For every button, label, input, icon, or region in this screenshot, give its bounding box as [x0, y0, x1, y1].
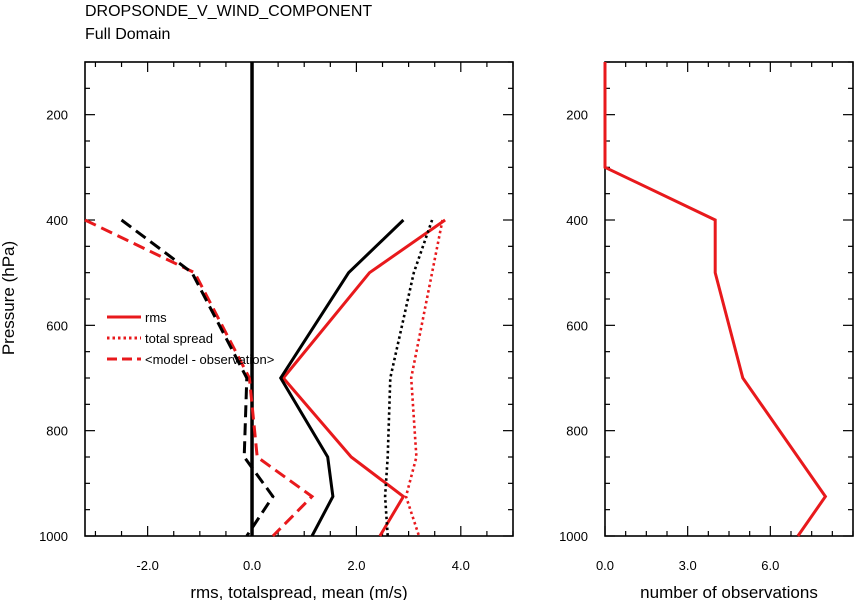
- legend-label: <model - observation>: [145, 352, 274, 367]
- y-tick-label: 200: [46, 108, 68, 123]
- series-line-red-solid: [281, 218, 446, 537]
- y-tick-label: 400: [46, 213, 68, 228]
- y-tick-label: 200: [566, 108, 588, 123]
- chart-subtitle: Full Domain: [85, 26, 170, 43]
- profile-panel: -2.0 0.0 2.0 4.0 200 400 600 800 1000 rms, totals…: [39, 61, 514, 600]
- y-tick-label: 600: [46, 318, 68, 333]
- chart-title: DROPSONDE_V_WIND_COMPONENT: [85, 3, 372, 20]
- y-tick-label: 600: [566, 318, 588, 333]
- plot-frame: [84, 61, 514, 537]
- x-tick-label: 0.0: [243, 558, 261, 573]
- x-axis-label: rms, totalspread, mean (m/s): [190, 583, 407, 600]
- y-axis-label: Pressure (hPa): [0, 241, 18, 355]
- plot-frame: [604, 61, 854, 537]
- x-tick-label: 4.0: [452, 558, 470, 573]
- legend: rms total spread <model - observation>: [107, 310, 274, 367]
- x-tick-label: 2.0: [347, 558, 365, 573]
- x-tick-label: -2.0: [136, 558, 158, 573]
- x-axis-label: number of observations: [640, 583, 818, 600]
- y-tick-label: 400: [566, 213, 588, 228]
- legend-label: rms: [145, 310, 167, 325]
- series-line-black-dotted: [383, 219, 434, 537]
- series-line-black-dashed: [120, 218, 275, 537]
- y-tick-label: 800: [46, 424, 68, 439]
- observations-panel: 0.0 3.0 6.0 200 400 600 800 1000 number of obser…: [559, 61, 854, 600]
- series-line-red-solid: [603, 62, 828, 537]
- x-tick-label: 3.0: [679, 558, 697, 573]
- series-line-red-dotted: [404, 219, 444, 537]
- x-tick-label: 6.0: [761, 558, 779, 573]
- legend-label: total spread: [145, 331, 213, 346]
- y-tick-label: 1000: [559, 529, 588, 544]
- x-tick-label: 0.0: [596, 558, 614, 573]
- series-line-red-dashed: [84, 218, 315, 538]
- y-tick-label: 1000: [39, 529, 68, 544]
- series-line-black-solid: [278, 218, 405, 537]
- y-tick-label: 800: [566, 424, 588, 439]
